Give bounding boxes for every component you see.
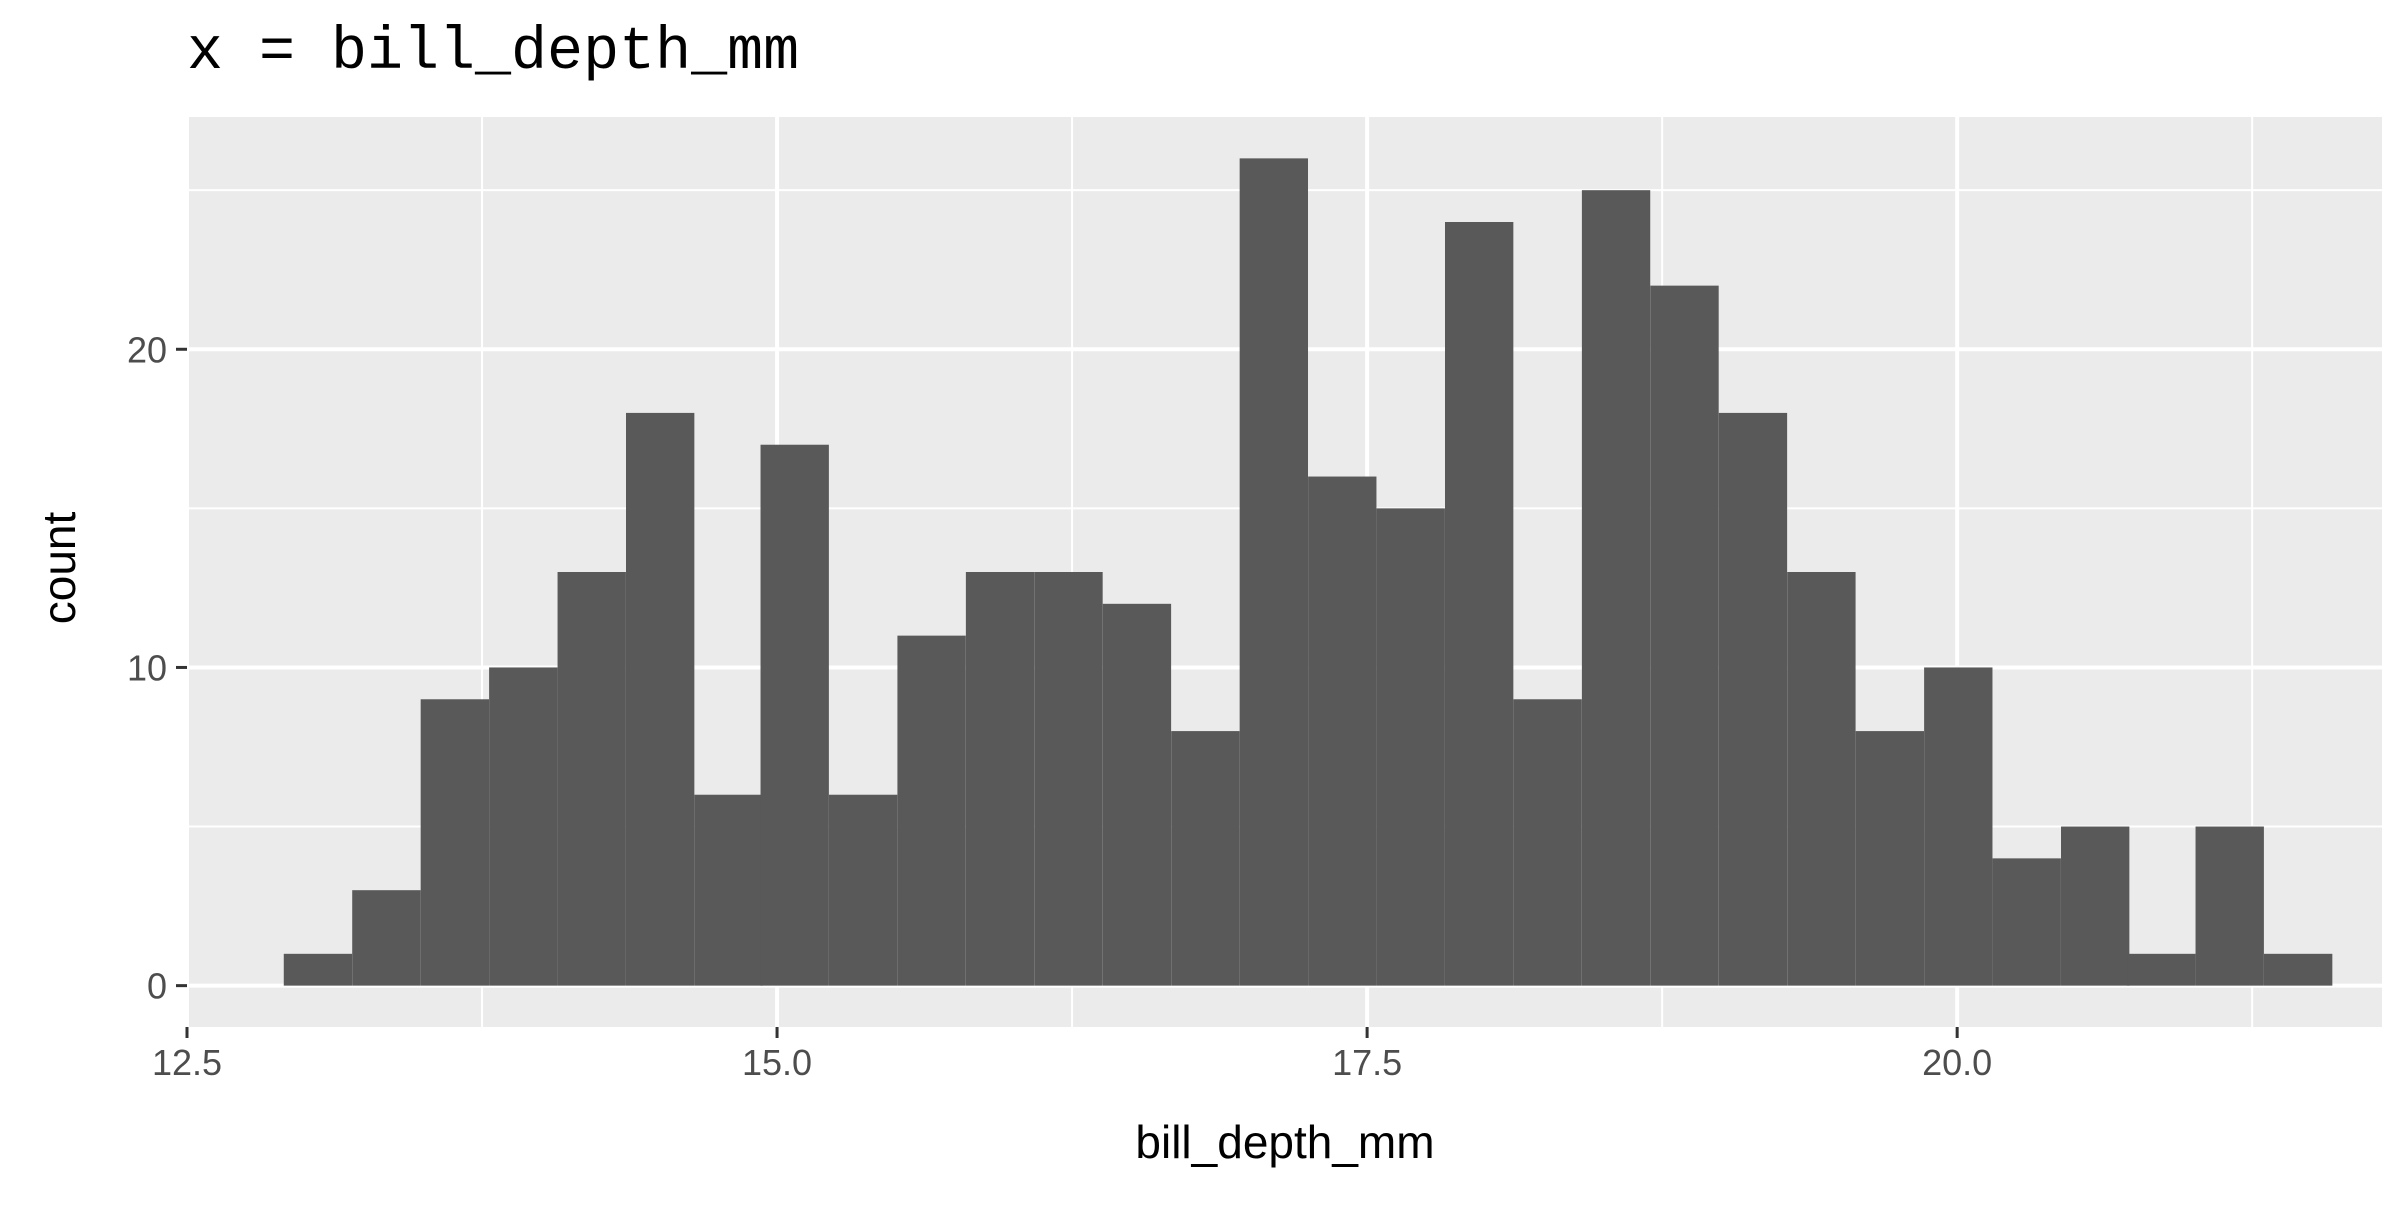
histogram-bar	[626, 412, 695, 986]
histogram-bar	[1924, 667, 1993, 986]
histogram-bar	[1308, 476, 1377, 986]
x-tick-label: 12.5	[152, 1042, 222, 1083]
histogram-bar	[352, 890, 421, 986]
y-axis: 0 10 20	[127, 329, 187, 1007]
histogram-bar	[420, 699, 490, 986]
histogram-bar	[1787, 572, 1856, 986]
y-tick-label: 20	[127, 329, 167, 370]
histogram-bar	[1444, 222, 1514, 986]
x-axis: 12.5 15.0 17.5 20.0	[152, 1027, 1992, 1083]
histogram-bar	[1102, 603, 1172, 986]
x-tick-label: 15.0	[742, 1042, 812, 1083]
histogram-bar	[1239, 158, 1309, 986]
x-tick-label: 20.0	[1922, 1042, 1992, 1083]
histogram-bar	[1376, 508, 1445, 986]
histogram-bar	[1718, 412, 1788, 986]
histogram-bar	[2061, 826, 2130, 986]
histogram-bar	[2195, 826, 2264, 986]
histogram-bar	[283, 953, 353, 986]
x-axis-title: bill_depth_mm	[1135, 1116, 1434, 1168]
histogram-bar	[1034, 572, 1103, 986]
histogram-bar	[489, 667, 558, 986]
histogram-bar	[1171, 731, 1240, 986]
histogram-bar	[1513, 699, 1582, 986]
histogram-bar	[760, 444, 829, 986]
y-tick-label: 0	[147, 966, 167, 1007]
histogram-bar	[2263, 953, 2333, 986]
y-axis-title: count	[33, 512, 85, 625]
histogram-bar	[1992, 858, 2061, 986]
histogram-bar	[557, 572, 626, 986]
histogram-bar	[1855, 731, 1925, 986]
histogram-bar	[1650, 285, 1719, 986]
chart-title: x = bill_depth_mm	[187, 19, 799, 87]
histogram-bar	[1581, 190, 1651, 986]
histogram-bar	[965, 572, 1035, 986]
histogram-bar	[694, 794, 763, 986]
histogram-bar	[828, 794, 898, 986]
histogram-bars	[283, 158, 2333, 986]
histogram-bar	[897, 635, 966, 986]
histogram-bar	[2127, 953, 2196, 986]
y-tick-label: 10	[127, 647, 167, 688]
x-tick-label: 17.5	[1332, 1042, 1402, 1083]
